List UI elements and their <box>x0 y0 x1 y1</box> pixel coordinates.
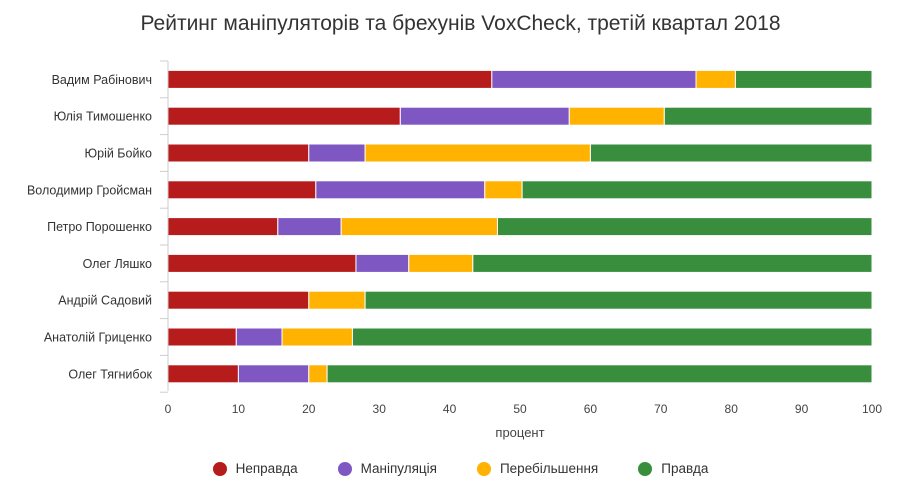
category-label: Юлія Тимошенко <box>54 110 152 124</box>
x-axis-title: процент <box>495 425 544 440</box>
x-tick-label: 10 <box>232 402 246 416</box>
category-label: Анатолій Гриценко <box>44 331 152 345</box>
x-tick-label: 80 <box>725 402 739 416</box>
bar-segment[interactable] <box>167 217 279 237</box>
chart-plot: Вадим Рабінович Юлія Тимошенко Юрій Бойко В… <box>27 60 882 440</box>
bar-segment[interactable] <box>167 143 310 163</box>
bar-segment[interactable] <box>315 180 486 200</box>
bar-segment[interactable] <box>308 290 366 310</box>
bar-segment[interactable] <box>491 69 697 89</box>
bar-segment[interactable] <box>167 290 310 310</box>
category-label: Олег Ляшко <box>83 257 152 271</box>
bar-series <box>167 69 873 384</box>
x-tick-label: 90 <box>795 402 809 416</box>
bar-segment[interactable] <box>167 69 493 89</box>
bar-segment[interactable] <box>399 106 570 126</box>
legend-dot-icon <box>337 461 352 476</box>
legend-dot-icon <box>476 461 491 476</box>
bar-segment[interactable] <box>281 327 353 347</box>
x-tick-label: 60 <box>584 402 598 416</box>
bar-segment[interactable] <box>472 253 873 273</box>
legend-label: Неправда <box>235 461 298 476</box>
x-tick-label: 50 <box>513 402 527 416</box>
legend-item[interactable]: Перебільшення <box>476 461 599 476</box>
bar-segment[interactable] <box>237 364 310 384</box>
bar-segment[interactable] <box>408 253 474 273</box>
bar-segment[interactable] <box>364 290 873 310</box>
bar-segment[interactable] <box>663 106 873 126</box>
bar-segment[interactable] <box>351 327 873 347</box>
x-tick-label: 70 <box>654 402 668 416</box>
category-label: Олег Тягнибок <box>68 367 152 381</box>
legend-label: Перебільшення <box>499 461 599 476</box>
bar-segment[interactable] <box>308 364 328 384</box>
legend-item[interactable]: Неправда <box>212 461 298 476</box>
category-label: Володимир Гройсман <box>27 183 152 197</box>
bar-segment[interactable] <box>167 180 317 200</box>
legend-item[interactable]: Правда <box>638 461 708 476</box>
bar-segment[interactable] <box>167 106 401 126</box>
category-label: Петро Порошенко <box>47 220 152 234</box>
bar-segment[interactable] <box>484 180 523 200</box>
category-labels: Вадим Рабінович Юлія Тимошенко Юрій Бойко В… <box>27 73 153 381</box>
axes: 0 10 20 30 40 50 60 70 80 90 100 <box>160 60 882 416</box>
bar-segment[interactable] <box>521 180 873 200</box>
legend: Неправда Маніпуляція Перебільшення Правда <box>0 461 921 476</box>
x-tick-label: 40 <box>443 402 457 416</box>
legend-dot-icon <box>638 461 653 476</box>
bar-segment[interactable] <box>326 364 873 384</box>
bar-segment[interactable] <box>734 69 873 89</box>
bar-segment[interactable] <box>568 106 665 126</box>
bar-segment[interactable] <box>496 217 873 237</box>
legend-label: Маніпуляція <box>360 461 437 476</box>
category-label: Вадим Рабінович <box>52 73 152 87</box>
bar-segment[interactable] <box>355 253 410 273</box>
legend-dot-icon <box>212 461 227 476</box>
bar-segment[interactable] <box>167 364 239 384</box>
x-tick-label: 100 <box>862 402 882 416</box>
x-tick-label: 20 <box>302 402 316 416</box>
category-label: Юрій Бойко <box>84 147 152 161</box>
bar-segment[interactable] <box>695 69 736 89</box>
bar-segment[interactable] <box>340 217 498 237</box>
bar-segment[interactable] <box>589 143 873 163</box>
bar-segment[interactable] <box>364 143 591 163</box>
bar-segment[interactable] <box>277 217 342 237</box>
bar-segment[interactable] <box>235 327 283 347</box>
bar-segment[interactable] <box>308 143 366 163</box>
x-tick-label: 30 <box>373 402 387 416</box>
legend-label: Правда <box>661 461 709 476</box>
bar-segment[interactable] <box>167 253 357 273</box>
bar-segment[interactable] <box>167 327 237 347</box>
chart-title: Рейтинг маніпуляторів та брехунів VoxChe… <box>140 12 781 35</box>
legend-item[interactable]: Маніпуляція <box>337 461 437 476</box>
x-tick-label: 0 <box>165 402 172 416</box>
category-label: Андрій Садовий <box>58 294 152 308</box>
